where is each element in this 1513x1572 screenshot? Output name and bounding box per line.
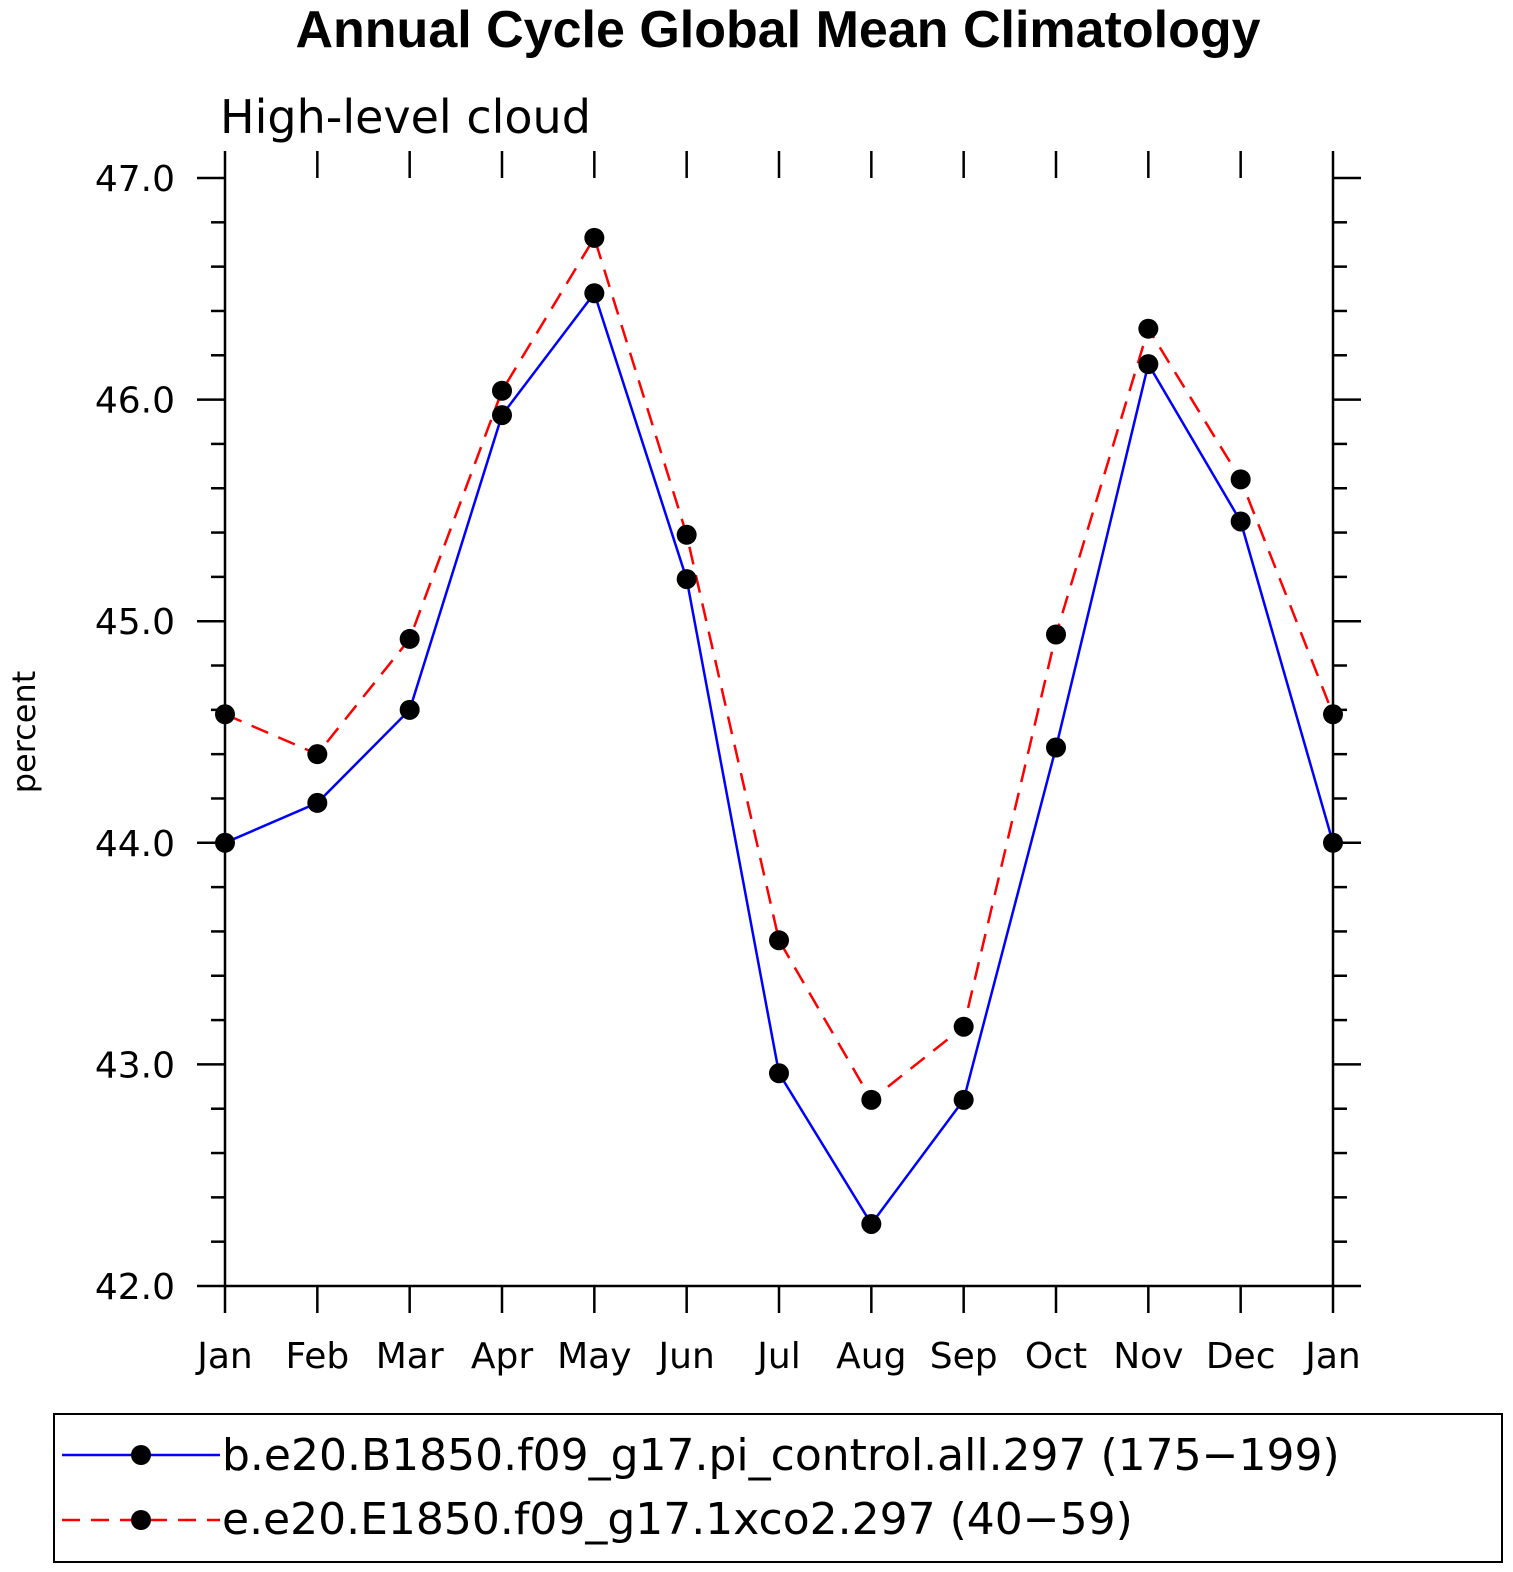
series-line-1 <box>224 290 1335 1227</box>
y-axis-label: percent <box>5 671 43 794</box>
series-1-point <box>861 1213 882 1234</box>
series-2-point <box>215 704 235 725</box>
series-1-point <box>307 792 328 813</box>
series-2-point <box>399 628 420 649</box>
series-2-point <box>1230 469 1251 490</box>
series-2-point <box>1323 704 1343 725</box>
legend-label-series-2: e.e20.E1850.f09_g17.1xco2.297 (40−59) <box>222 1494 1133 1545</box>
series-1-point <box>1138 354 1159 375</box>
series-1-point <box>676 569 697 590</box>
series-1-point <box>215 832 235 853</box>
series-2-point <box>861 1089 882 1110</box>
series-2-point <box>307 744 328 765</box>
plot-frame <box>223 178 1335 1288</box>
series-2-point <box>1046 624 1066 645</box>
series-1-point <box>953 1089 974 1110</box>
series-1-point <box>1230 511 1251 532</box>
x-tick-label: Sep <box>930 1336 998 1377</box>
x-tick-label: Feb <box>285 1336 349 1377</box>
y-tick-label: 44.0 <box>95 824 175 865</box>
series-1-point <box>769 1063 789 1084</box>
y-tick-label: 46.0 <box>95 381 175 422</box>
series-1-point <box>399 699 420 720</box>
x-tick-label: Nov <box>1113 1336 1183 1377</box>
y-tick-label: 43.0 <box>95 1045 175 1086</box>
x-tick-label: Aug <box>836 1336 906 1377</box>
chart-title: Annual Cycle Global Mean Climatology <box>295 1 1260 59</box>
legend: b.e20.B1850.f09_g17.pi_control.all.297 (… <box>53 1413 1503 1563</box>
axis-ticks <box>197 151 1361 1313</box>
series-1-point <box>1046 737 1066 758</box>
series-1-point <box>584 283 605 304</box>
series-2-point <box>492 380 512 401</box>
chart-subtitle: High-level cloud <box>220 90 591 144</box>
x-tick-label: Mar <box>376 1336 444 1377</box>
x-tick-label: May <box>557 1336 631 1377</box>
axis-tick-labels: Jan Feb Mar Apr May Jun Jul Aug Sep Oct Nov Dec Jan 4… <box>95 159 1361 1377</box>
x-tick-label: Jan <box>195 1336 253 1377</box>
series-1-point <box>492 405 512 426</box>
series-line-2 <box>224 234 1335 1102</box>
x-tick-label: Apr <box>471 1336 533 1377</box>
x-tick-label: Dec <box>1206 1336 1276 1377</box>
series-2-point <box>584 227 605 248</box>
x-tick-label: Oct <box>1025 1336 1087 1377</box>
series-2-point <box>769 930 789 951</box>
data-series <box>215 227 1343 1234</box>
y-tick-label: 45.0 <box>95 602 175 643</box>
legend-label-series-1: b.e20.B1850.f09_g17.pi_control.all.297 (… <box>222 1430 1340 1481</box>
series-2-point <box>953 1016 974 1037</box>
series-1-point <box>1323 832 1343 853</box>
y-tick-label: 42.0 <box>95 1267 175 1308</box>
legend-box <box>53 1413 1503 1563</box>
series-2-point <box>1138 318 1159 339</box>
legend-marker-series-1 <box>131 1445 151 1465</box>
series-2-point <box>676 524 697 545</box>
x-tick-label: Jul <box>755 1336 800 1377</box>
y-tick-label: 47.0 <box>95 159 175 200</box>
x-tick-label: Jan <box>1303 1336 1361 1377</box>
legend-marker-series-2 <box>131 1510 151 1530</box>
x-tick-label: Jun <box>657 1336 715 1377</box>
